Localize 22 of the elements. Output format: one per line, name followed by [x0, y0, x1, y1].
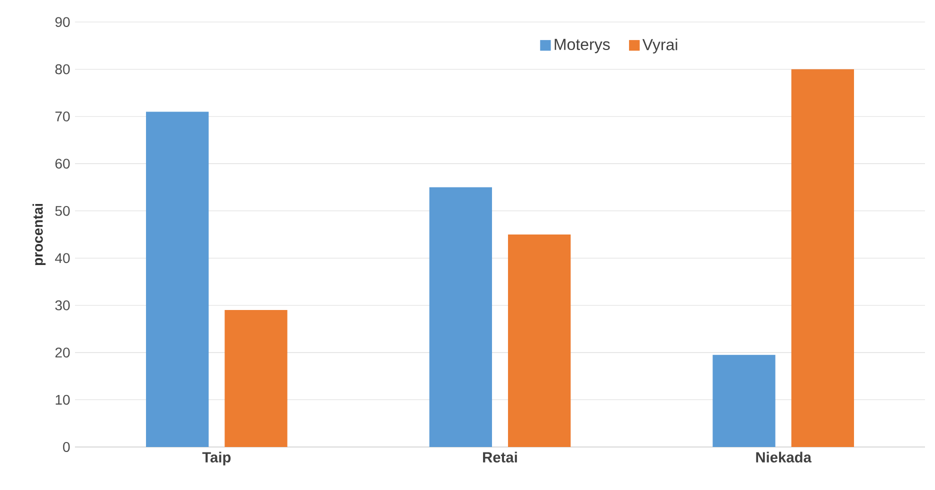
bar: [508, 234, 571, 447]
legend-label: Moterys: [554, 38, 610, 54]
y-tick-label: 10: [56, 394, 70, 405]
y-tick-label: 20: [55, 348, 70, 358]
y-tick-label: 80: [55, 64, 70, 74]
y-tick-label: 90: [55, 17, 70, 27]
y-axis-title: procentai: [32, 204, 46, 266]
y-tick-label: 50: [55, 206, 70, 216]
x-tick-label: Retai: [483, 452, 517, 462]
bar: [712, 354, 776, 447]
y-tick-label: 0: [63, 442, 70, 452]
bar: [224, 310, 288, 447]
legend-label: Vyrai: [642, 38, 678, 54]
bar: [791, 69, 854, 447]
x-tick-label: Niekada: [756, 452, 812, 462]
y-tick-label: 30: [55, 300, 70, 310]
y-tick-label: 40: [55, 253, 70, 264]
y-tick-label: 60: [55, 158, 70, 169]
bar: [146, 112, 209, 447]
x-tick-label: Taip: [202, 452, 231, 466]
y-tick-label: 70: [55, 112, 70, 122]
bar: [429, 187, 492, 447]
